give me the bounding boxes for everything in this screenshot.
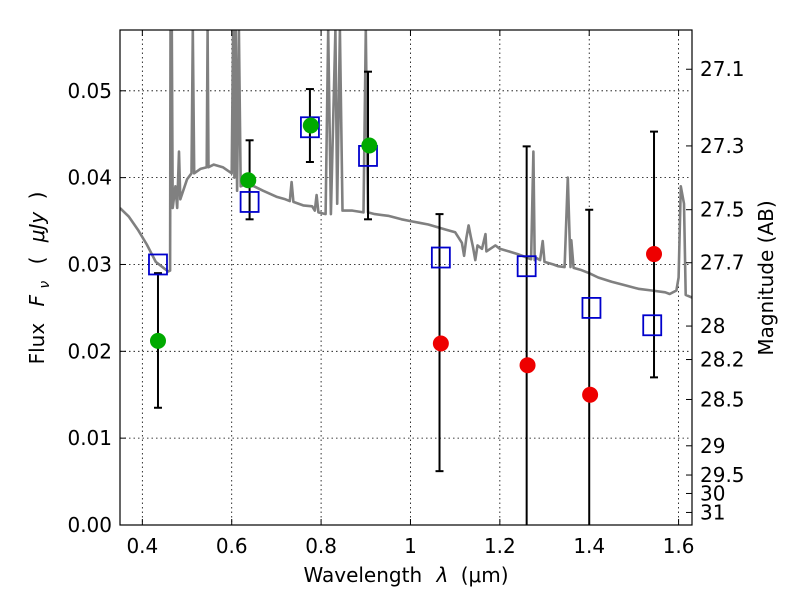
- model-flux-square-marker: [516, 255, 537, 278]
- mag-tick-label: 31: [700, 500, 725, 524]
- x-axis-label: Wavelength λ (μm): [303, 563, 508, 587]
- model-flux-square-marker: [148, 253, 168, 276]
- mag-tick-label: 28.5: [700, 387, 745, 411]
- plot-frame: [119, 29, 693, 526]
- y-tick-label: 0.03: [67, 252, 112, 276]
- x-tick-label: 1.4: [573, 534, 605, 558]
- model-flux-square-marker: [642, 314, 663, 337]
- data-markers-group: [148, 116, 663, 403]
- y-tick-label: 0.01: [67, 426, 112, 450]
- mag-tick-label: 27.7: [700, 251, 745, 275]
- upper-limit-circle-marker: [646, 246, 663, 263]
- upper-limit-circle-marker: [519, 357, 536, 374]
- y2-axis-label: Magnitude (AB): [754, 200, 778, 355]
- detection-circle-marker: [240, 172, 257, 189]
- mag-tick-label: 29.5: [700, 463, 745, 487]
- x-tick-label: 0.8: [305, 534, 337, 558]
- x-tick-label: 1.6: [663, 534, 695, 558]
- y-axis-label: Flux F ν ( μJy ): [25, 192, 54, 365]
- x-tick-label: 0.4: [126, 534, 158, 558]
- mag-tick-label: 30: [700, 481, 725, 505]
- axis-ticks: 0.4 0.6 0.8 1 1.2 1.4 1.6 0.00 0.01 0.02 0.03 0.04 0…: [67, 30, 745, 558]
- upper-limit-circle-marker: [582, 386, 599, 403]
- model-flux-square-marker: [581, 296, 602, 319]
- mag-tick-label: 29: [700, 434, 725, 458]
- y-tick-label: 0.05: [67, 79, 112, 103]
- detection-circle-marker: [361, 137, 378, 154]
- y-tick-label: 0.04: [67, 166, 112, 190]
- mag-tick-label: 27.3: [700, 134, 745, 158]
- x-tick-label: 1: [404, 534, 417, 558]
- model-flux-square-marker: [300, 116, 320, 139]
- detection-circle-marker: [302, 117, 319, 134]
- detection-circle-marker: [149, 332, 166, 349]
- mag-tick-label: 28.2: [700, 348, 745, 372]
- model-flux-square-marker: [430, 246, 451, 269]
- x-tick-label: 1.2: [484, 534, 516, 558]
- mag-tick-label: 27.1: [700, 57, 745, 81]
- model-spectrum-line: [120, 30, 692, 299]
- model-spectrum-group: [120, 30, 692, 299]
- y-tick-label: 0.02: [67, 339, 112, 363]
- model-flux-square-marker: [239, 191, 260, 213]
- x-tick-label: 0.6: [216, 534, 248, 558]
- mag-tick-label: 28: [700, 314, 725, 338]
- y-tick-label: 0.00: [67, 513, 112, 537]
- grid-lines: [120, 30, 692, 526]
- upper-limit-circle-marker: [432, 335, 449, 352]
- mag-tick-label: 27.5: [700, 198, 745, 222]
